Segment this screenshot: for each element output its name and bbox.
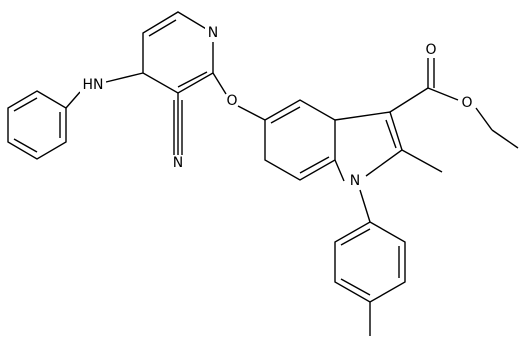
atom-label: O	[461, 95, 472, 111]
atom-label: N	[350, 173, 360, 189]
label-bg	[80, 76, 106, 94]
atom-labels: N HN O N O O N	[80, 24, 473, 189]
bonds	[7, 11, 519, 336]
atom-label: N	[173, 155, 183, 171]
atom-label: O	[226, 93, 237, 109]
atom-label: N	[208, 25, 218, 41]
label-bg	[205, 24, 221, 42]
atom-label: HN	[83, 77, 104, 93]
atom-label: O	[425, 42, 436, 58]
